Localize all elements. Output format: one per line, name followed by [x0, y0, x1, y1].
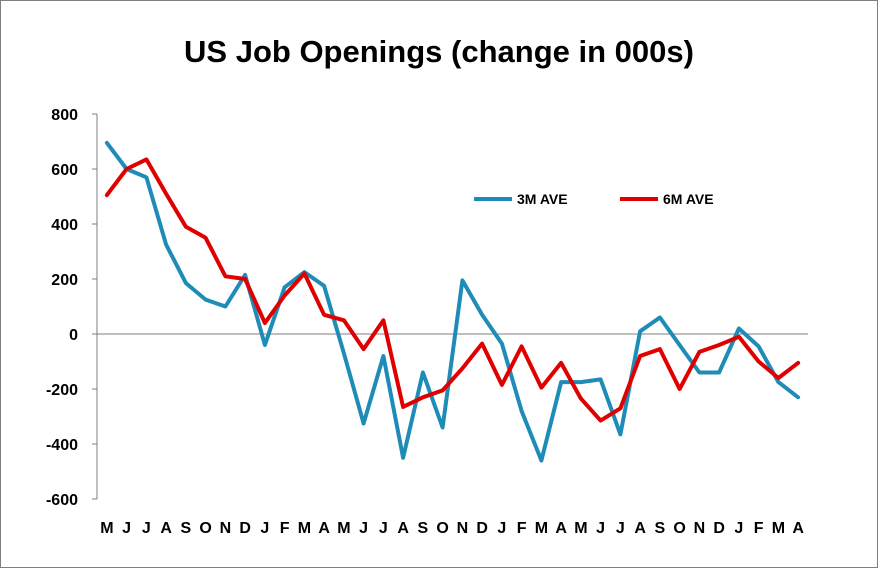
x-tick-label: A [397, 520, 409, 537]
x-tick-label: M [100, 520, 113, 537]
x-tick-label: J [359, 520, 368, 537]
x-tick-label: D [239, 520, 251, 537]
y-tick-label: -400 [46, 437, 78, 454]
y-tick-label: -200 [46, 382, 78, 399]
x-tick-label: J [616, 520, 625, 537]
x-tick-label: J [260, 520, 269, 537]
x-tick-label: J [379, 520, 388, 537]
x-tick-label: J [497, 520, 506, 537]
x-tick-label: M [337, 520, 350, 537]
x-tick-label: S [418, 520, 429, 537]
x-tick-label: J [142, 520, 151, 537]
y-tick-label: 200 [51, 272, 78, 289]
x-tick-label: A [318, 520, 330, 537]
chart-title: US Job Openings (change in 000s) [184, 34, 694, 69]
x-tick-label: D [713, 520, 725, 537]
x-tick-label: A [634, 520, 646, 537]
y-tick-label: 0 [69, 327, 78, 344]
y-tick-label: 600 [51, 162, 78, 179]
x-tick-label: S [181, 520, 192, 537]
x-tick-label: S [655, 520, 666, 537]
x-tick-label: F [754, 520, 764, 537]
x-tick-label: J [596, 520, 605, 537]
legend-label: 6M AVE [663, 191, 714, 207]
y-tick-label: 800 [51, 107, 78, 124]
x-tick-label: D [476, 520, 488, 537]
y-tick-label: -600 [46, 492, 78, 509]
x-tick-label: J [734, 520, 743, 537]
series-line-3m-ave [104, 140, 801, 463]
y-tick-label: 400 [51, 217, 78, 234]
x-tick-label: N [457, 520, 469, 537]
legend-label: 3M AVE [517, 191, 568, 207]
x-tick-label: J [122, 520, 131, 537]
x-tick-label: M [535, 520, 548, 537]
x-tick-label: M [574, 520, 587, 537]
x-tick-label: F [280, 520, 290, 537]
x-tick-label: A [555, 520, 567, 537]
x-tick-label: O [436, 520, 448, 537]
x-tick-label: N [220, 520, 232, 537]
x-tick-label: O [199, 520, 211, 537]
x-tick-label: O [673, 520, 685, 537]
x-tick-label: N [694, 520, 706, 537]
legend: 3M AVE 6M AVE [474, 191, 714, 207]
x-tick-label: A [792, 520, 804, 537]
y-axis: 800 600 400 200 0 -200 -400 -600 [46, 107, 98, 509]
x-tick-label: M [772, 520, 785, 537]
series-lines [104, 140, 801, 463]
x-tick-label: M [298, 520, 311, 537]
x-tick-label: F [517, 520, 527, 537]
x-tick-label: A [160, 520, 172, 537]
series-line-6m-ave [104, 157, 801, 423]
